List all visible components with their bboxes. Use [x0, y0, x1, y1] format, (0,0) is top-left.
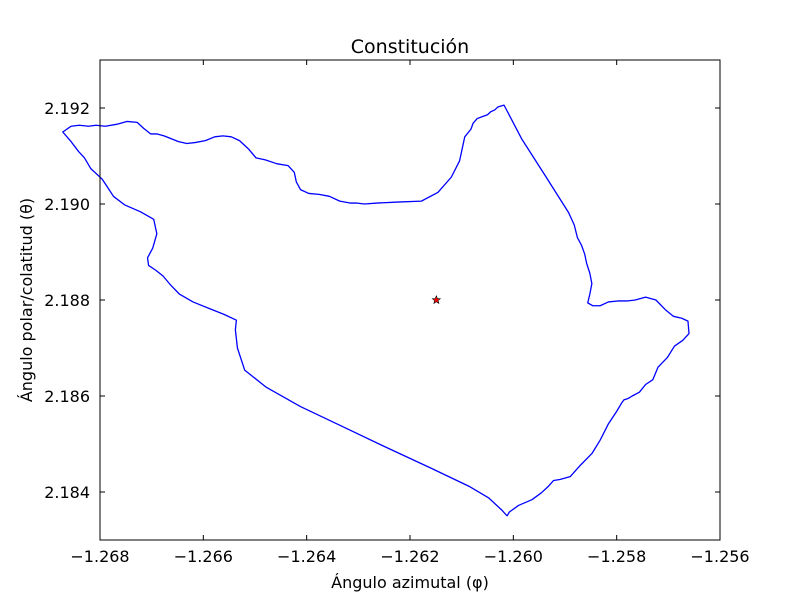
axes-ticks: −1.268 −1.266 −1.264 −1.262 −1.260 −1.258 −1.2…	[44, 60, 750, 566]
x-tick-label: −1.262	[380, 547, 439, 566]
x-tick-label: −1.266	[174, 547, 233, 566]
star-marker	[431, 294, 442, 305]
chart-title: Constitución	[351, 36, 469, 58]
y-tick-label: 2.192	[44, 99, 90, 118]
x-tick-label: −1.258	[587, 547, 646, 566]
x-tick-label: −1.264	[277, 547, 336, 566]
y-tick-label: 2.190	[44, 195, 90, 214]
x-tick-label: −1.260	[484, 547, 543, 566]
y-tick-label: 2.186	[44, 387, 90, 406]
x-tick-label: −1.256	[690, 547, 749, 566]
y-axis-label: Ángulo polar/colatitud (θ)	[17, 198, 36, 402]
x-axis-label: Ángulo azimutal (φ)	[331, 573, 489, 592]
plot-area	[62, 104, 690, 517]
y-tick-label: 2.188	[44, 291, 90, 310]
plot-frame	[99, 59, 721, 541]
series-line	[62, 104, 690, 517]
x-tick-label: −1.268	[70, 547, 129, 566]
y-tick-label: 2.184	[44, 483, 90, 502]
